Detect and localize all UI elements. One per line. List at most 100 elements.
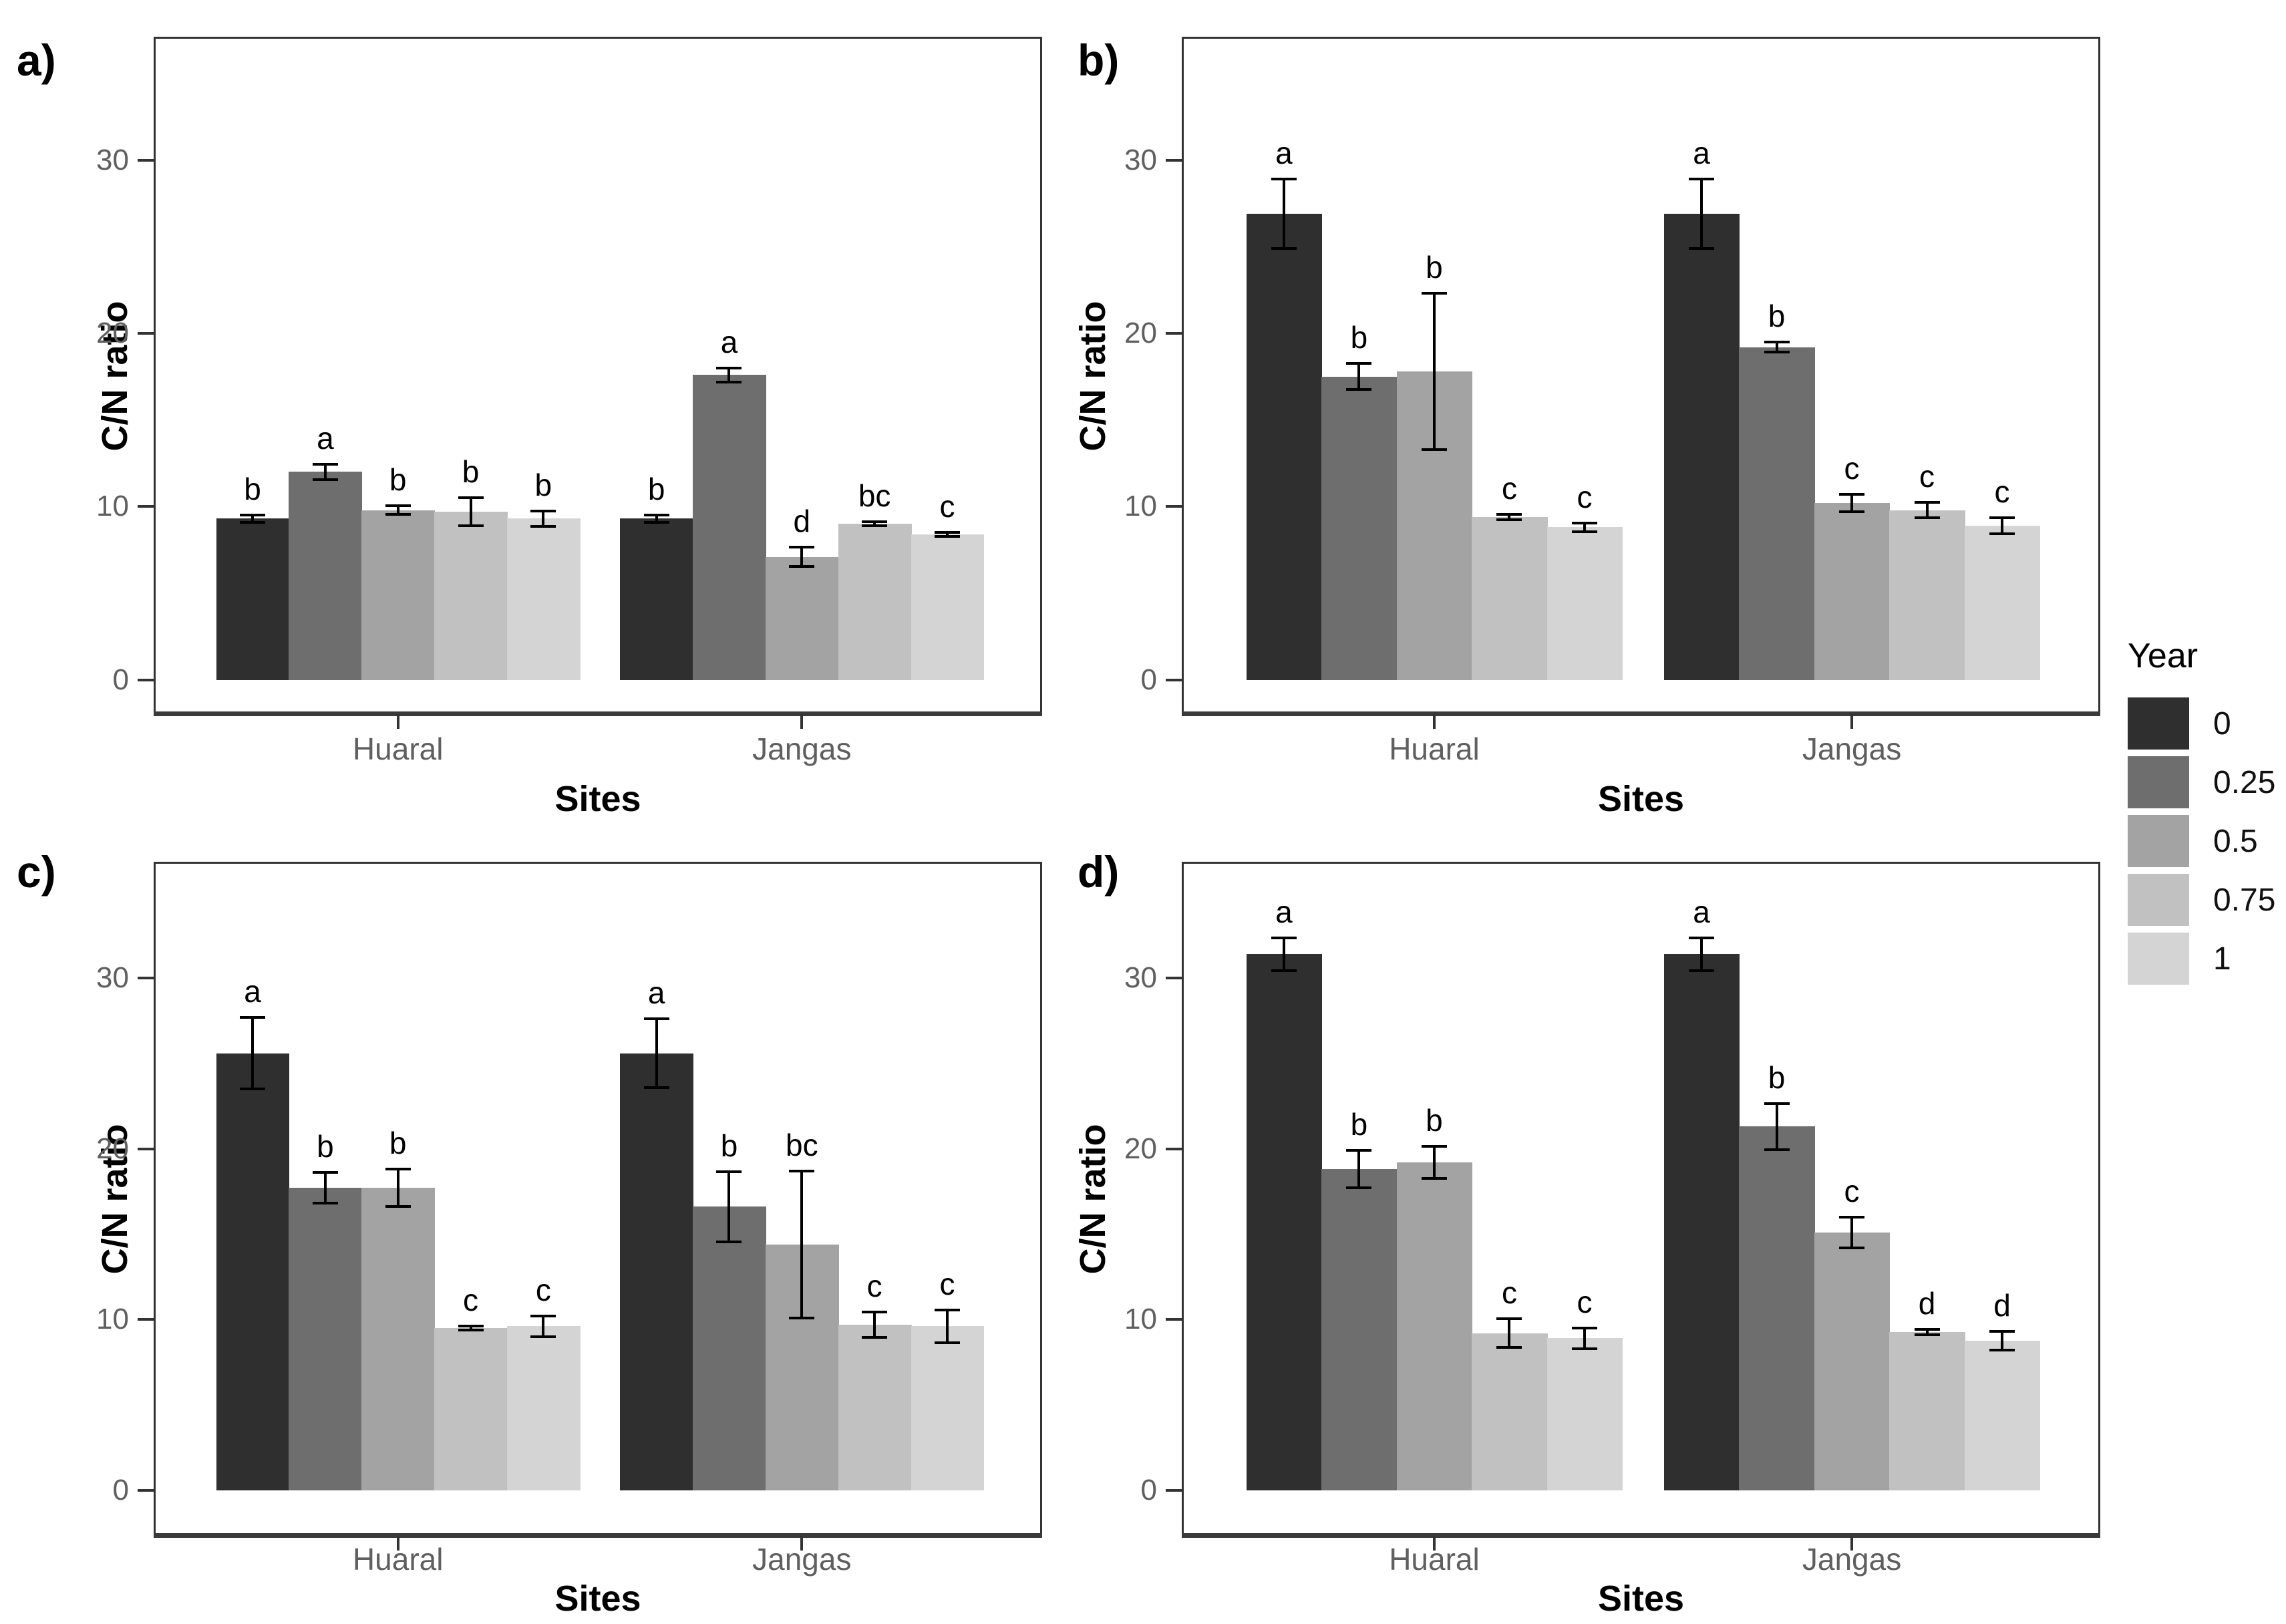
error-bar-cap-bottom [643, 520, 669, 524]
x-tick-mark [1850, 1536, 1854, 1551]
significance-letter: d [1993, 1287, 2011, 1323]
significance-letter: bc [786, 1127, 818, 1162]
error-bar-cap-top [1571, 521, 1597, 524]
panel-label-a: a) [17, 35, 56, 85]
error-bar-cap-top [240, 514, 266, 517]
significance-letter: c [1501, 471, 1517, 506]
error-bar-cap-top [458, 496, 484, 500]
bar-jangas-year-1 [911, 1326, 985, 1490]
significance-letter: b [1426, 1102, 1443, 1138]
bar-jangas-year-1 [1964, 525, 2041, 680]
y-tick-mark [1166, 1488, 1182, 1492]
error-bar [1583, 522, 1586, 532]
error-bar-cap-bottom [1914, 516, 1940, 520]
legend-swatch-year-0.5 [2128, 815, 2189, 867]
bar-huaral-year-0 [216, 518, 290, 680]
bar-jangas-year-0.5 [1814, 503, 1891, 680]
y-tick-label: 30 [1124, 961, 1157, 995]
significance-letter: b [389, 1126, 407, 1161]
y-tick-mark [1166, 331, 1182, 335]
error-bar [1775, 1103, 1778, 1150]
y-tick-mark [1166, 505, 1182, 508]
error-bar-cap-top [643, 514, 669, 517]
error-bar [396, 506, 399, 514]
bar-huaral-year-0 [1246, 954, 1323, 1490]
error-bar-cap-bottom [862, 1335, 888, 1339]
error-bar-cap-bottom [530, 525, 556, 528]
legend-entry-label: 0.25 [2213, 764, 2276, 800]
error-bar [542, 510, 545, 527]
error-bar-cap-top [1689, 178, 1715, 181]
y-tick-label: 10 [96, 490, 129, 523]
error-bar-cap-bottom [1914, 1333, 1940, 1337]
bar-huaral-year-0.5 [1396, 1162, 1473, 1490]
error-bar-cap-top [458, 1324, 484, 1327]
error-bar [727, 1172, 731, 1242]
error-bar-cap-top [862, 1310, 888, 1313]
bar-jangas-year-0 [1663, 954, 1740, 1490]
significance-letter: b [1350, 1107, 1368, 1142]
significance-letter: a [720, 324, 738, 359]
y-tick-label: 0 [112, 1473, 129, 1506]
legend-entry-label: 0.75 [2213, 882, 2276, 918]
error-bar-cap-top [312, 462, 338, 466]
error-bar [251, 1017, 255, 1090]
error-bar-cap-bottom [530, 1335, 556, 1338]
legend-swatch-year-0.75 [2128, 874, 2189, 926]
error-bar [1432, 1146, 1436, 1179]
bar-huaral-year-0.25 [289, 472, 363, 680]
significance-letter: b [462, 454, 480, 490]
x-tick-label: Jangas [752, 732, 852, 766]
y-tick-label: 30 [96, 143, 129, 176]
y-tick-label: 0 [1140, 1473, 1157, 1506]
bar-jangas-year-0.75 [1889, 510, 1965, 680]
error-bar [2001, 518, 2004, 534]
y-tick-mark [1166, 678, 1182, 681]
y-tick-mark [1166, 977, 1182, 980]
significance-letter: b [389, 462, 407, 498]
error-bar-cap-bottom [934, 1341, 960, 1344]
bar-jangas-year-0.5 [1814, 1232, 1891, 1490]
error-bar-cap-bottom [1689, 969, 1715, 972]
error-bar-cap-top [1689, 937, 1715, 940]
significance-letter: b [534, 467, 552, 502]
error-bar-cap-bottom [1764, 1148, 1790, 1151]
bar-huaral-year-1 [1546, 1338, 1623, 1490]
y-tick-label: 0 [1140, 663, 1157, 696]
y-tick-mark [138, 331, 154, 335]
error-bar-cap-bottom [1571, 530, 1597, 533]
error-bar-cap-top [1346, 1149, 1372, 1152]
error-bar-cap-bottom [1496, 518, 1522, 521]
error-bar [800, 547, 804, 566]
significance-letter: c [1844, 451, 1860, 486]
significance-letter: b [1768, 298, 1786, 333]
error-bar-cap-top [1989, 516, 2015, 520]
x-tick-mark [800, 1536, 804, 1551]
bar-jangas-year-0 [1663, 213, 1740, 680]
legend-swatch-year-0 [2128, 697, 2189, 750]
y-tick-mark [138, 1147, 154, 1150]
error-bar-cap-bottom [1764, 351, 1790, 354]
error-bar-cap-bottom [1421, 448, 1447, 451]
error-bar [1700, 179, 1703, 249]
x-tick-label: Huaral [352, 732, 444, 766]
bar-jangas-year-0.5 [765, 556, 839, 680]
bar-huaral-year-0.25 [1321, 376, 1398, 680]
x-axis-line [1182, 711, 2100, 716]
error-bar-cap-top [789, 1169, 815, 1172]
legend-swatch-year-1 [2128, 933, 2189, 985]
significance-letter: c [1844, 1173, 1860, 1208]
error-bar [1508, 514, 1511, 520]
error-bar-cap-bottom [643, 1086, 669, 1089]
error-bar-cap-bottom [1989, 532, 2015, 535]
error-bar-cap-bottom [789, 1316, 815, 1319]
error-bar-cap-top [1914, 1328, 1940, 1331]
significance-letter: a [647, 975, 665, 1011]
error-bar-cap-top [530, 509, 556, 512]
error-bar [1282, 938, 1285, 971]
error-bar [469, 498, 472, 526]
error-bar-cap-bottom [1346, 388, 1372, 391]
x-axis-title: Sites [554, 779, 641, 819]
error-bar-cap-bottom [934, 534, 960, 538]
